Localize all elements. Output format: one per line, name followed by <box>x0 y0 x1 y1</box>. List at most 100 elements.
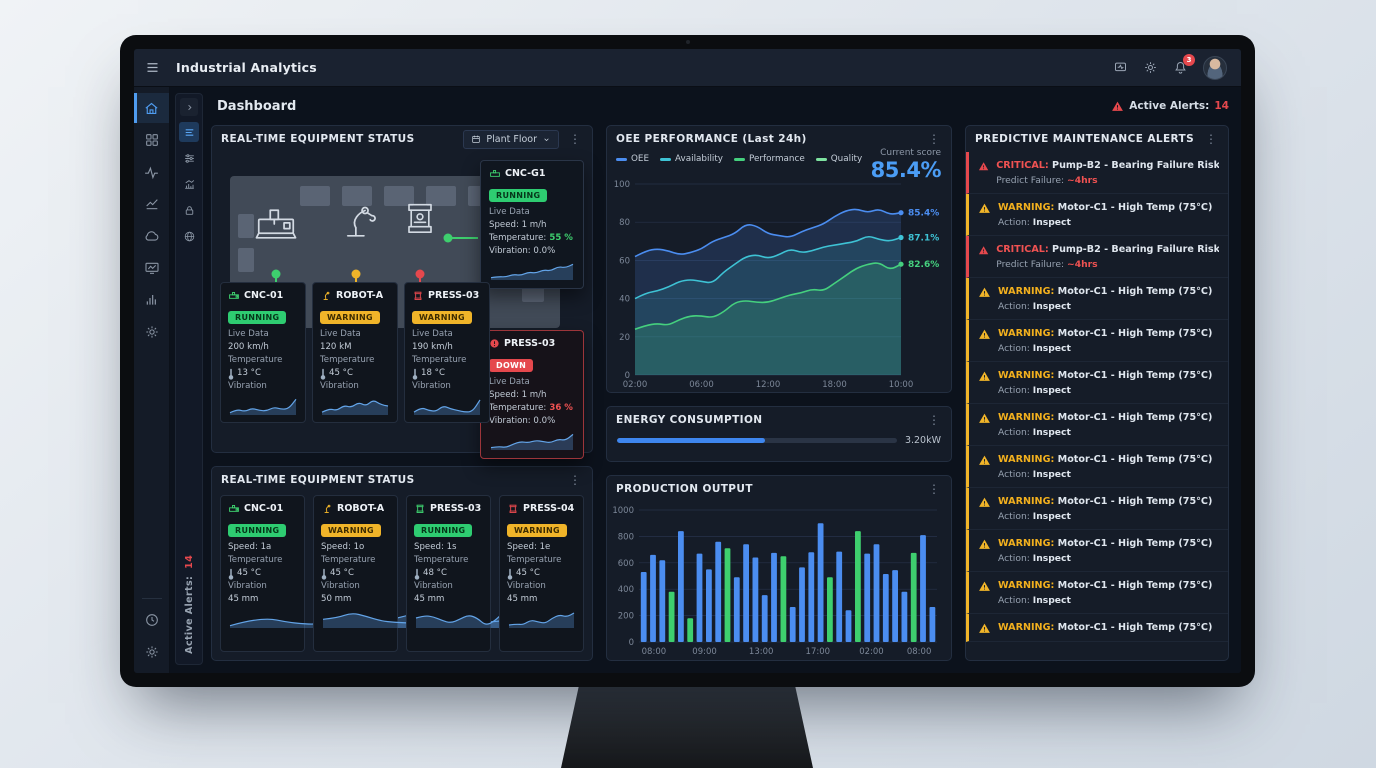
sidebar-item-admin-gear[interactable] <box>134 637 169 667</box>
legend-swatch <box>734 157 745 161</box>
svg-text:18:00: 18:00 <box>822 380 847 390</box>
sidebar-item-history[interactable] <box>134 605 169 635</box>
temperature-value: 45 °C <box>228 567 297 580</box>
speed-value: Speed: 1e <box>507 542 551 552</box>
legend-swatch <box>616 157 627 161</box>
equipment-id: CNC-01 <box>228 503 297 514</box>
rail-item-factory-chart[interactable] <box>179 174 199 194</box>
warning-triangle-icon <box>979 329 990 339</box>
svg-text:800: 800 <box>618 532 634 542</box>
equipment-card-cnc-01[interactable]: CNC-01 RUNNING Speed: 1a Temperature 45 °C Vi… <box>220 495 575 652</box>
sidebar-item-apps[interactable] <box>134 125 169 155</box>
messages-icon[interactable] <box>1113 60 1128 75</box>
equipment-tooltip-card[interactable]: CNC-G1 RUNNING Live Data Speed: 1 m/h Te… <box>480 160 584 289</box>
svg-text:80: 80 <box>619 218 630 228</box>
cnc-machine-icon[interactable] <box>253 204 299 248</box>
vibration-label: Vibration <box>320 381 359 391</box>
sidebar-item-bar-stats[interactable] <box>134 285 169 315</box>
warning-triangle-icon <box>979 581 990 591</box>
panel-menu-kebab[interactable]: ⋮ <box>569 473 581 487</box>
energy-consumption-panel: ENERGY CONSUMPTION ⋮ 3.20kW <box>606 406 952 462</box>
panel-menu-kebab[interactable]: ⋮ <box>1205 132 1217 146</box>
alert-item[interactable]: WARNING: Motor-C1 - High Temp (75°C) Acti… <box>966 194 1228 236</box>
alert-message: WARNING: Motor-C1 - High Temp (75°C) <box>998 412 1213 423</box>
vibration-sparkline <box>507 609 576 629</box>
vibration-sparkline <box>412 396 482 416</box>
expand-chevron-right-icon[interactable] <box>180 98 198 116</box>
temperature-label: Temperature <box>412 355 467 365</box>
live-data-label: Live Data <box>412 329 453 339</box>
calendar-icon <box>472 135 481 143</box>
rail-item-tuning[interactable] <box>179 148 199 168</box>
svg-text:20: 20 <box>619 333 630 343</box>
equipment-card-cnc-01[interactable]: CNC-01 RUNNING Live Data 200 km/h Temperatur… <box>220 282 306 423</box>
sidebar-item-home[interactable] <box>134 93 169 123</box>
sidebar-item-activity[interactable] <box>134 157 169 187</box>
svg-text:60: 60 <box>619 256 630 266</box>
notifications-bell-icon[interactable]: 3 <box>1173 54 1195 75</box>
equipment-card-robot-a[interactable]: ROBOT-A WARNING Speed: 1o Temperature 45 °C V… <box>313 495 482 652</box>
rail-item-globe[interactable] <box>179 226 199 246</box>
panel-menu-kebab[interactable]: ⋮ <box>569 132 581 146</box>
panel-menu-kebab[interactable]: ⋮ <box>928 413 940 427</box>
alert-detail: Action: Inspect <box>998 511 1071 522</box>
legend-item[interactable]: Quality <box>815 154 862 164</box>
svg-text:85.4%: 85.4% <box>908 209 939 219</box>
alert-message: CRITICAL: Pump-B2 - Bearing Failure Risk… <box>996 160 1219 171</box>
panel-menu-kebab[interactable]: ⋮ <box>928 482 940 496</box>
equipment-card-robot-a[interactable]: ROBOT-A WARNING Live Data 120 kM Temperature… <box>312 282 398 423</box>
settings-gear-icon[interactable] <box>1143 60 1158 75</box>
alert-message: WARNING: Motor-C1 - High Temp (75°C) <box>998 580 1213 591</box>
legend-item[interactable]: Availability <box>660 154 723 164</box>
plant-floor-dropdown[interactable]: Plant Floor <box>463 129 559 149</box>
sidebar <box>134 87 170 673</box>
alert-item[interactable]: WARNING: Motor-C1 - High Temp (75°C) Acti… <box>966 446 1228 488</box>
alert-item[interactable]: WARNING: Motor-C1 - High Temp (75°C) <box>966 614 1228 642</box>
equipment-card-press-03[interactable]: PRESS-03 RUNNING Speed: 1s Temperature 48 °C… <box>406 495 513 652</box>
sidebar-item-settings[interactable] <box>134 317 169 347</box>
alert-item[interactable]: WARNING: Motor-C1 - High Temp (75°C) Acti… <box>966 488 1228 530</box>
robot-arm-icon[interactable] <box>334 202 380 246</box>
robot-icon <box>324 504 331 513</box>
alert-item[interactable]: CRITICAL: Pump-B2 - Bearing Failure Risk… <box>966 152 1228 194</box>
alert-item[interactable]: WARNING: Motor-C1 - High Temp (75°C) Acti… <box>966 320 1228 362</box>
rail-item-lock[interactable] <box>179 200 199 220</box>
alert-detail: Action: Inspect <box>998 469 1071 480</box>
speed-value: Speed: 1a <box>228 542 272 552</box>
sidebar-item-displays[interactable] <box>134 253 169 283</box>
speed-value: Speed: 1 m/h <box>489 220 547 230</box>
alert-item[interactable]: WARNING: Motor-C1 - High Temp (75°C) Acti… <box>966 404 1228 446</box>
vibration-sparkline <box>320 396 390 416</box>
chevron-down-icon <box>544 137 549 141</box>
alert-item[interactable]: WARNING: Motor-C1 - High Temp (75°C) Acti… <box>966 278 1228 320</box>
rail-item-list[interactable] <box>179 122 199 142</box>
svg-text:17:00: 17:00 <box>806 647 831 656</box>
equipment-card-press-03[interactable]: PRESS-03 WARNING Live Data 190 km/h Temperat… <box>404 282 490 423</box>
alert-item[interactable]: CRITICAL: Pump-B2 - Bearing Failure Risk… <box>966 236 1228 278</box>
alerts-list: CRITICAL: Pump-B2 - Bearing Failure Risk… <box>966 152 1228 660</box>
svg-text:10:00: 10:00 <box>889 380 914 390</box>
press-machine-icon[interactable] <box>398 200 442 242</box>
alert-item[interactable]: WARNING: Motor-C1 - High Temp (75°C) Acti… <box>966 530 1228 572</box>
oee-score-value: 85.4% <box>870 158 942 182</box>
sidebar-item-trends[interactable] <box>134 189 169 219</box>
legend-item[interactable]: OEE <box>616 154 649 164</box>
sidebar-item-cloud[interactable] <box>134 221 169 251</box>
equipment-cards-row: CNC-01 RUNNING Live Data 200 km/h Temperatur… <box>220 282 490 423</box>
legend-item[interactable]: Performance <box>734 154 805 164</box>
panel-menu-kebab[interactable]: ⋮ <box>928 132 940 146</box>
hamburger-menu-icon[interactable] <box>134 60 170 75</box>
alert-item[interactable]: WARNING: Motor-C1 - High Temp (75°C) Acti… <box>966 362 1228 404</box>
equipment-card-press-04[interactable]: PRESS-04 WARNING Speed: 1e Temperature 45 °C… <box>499 495 584 652</box>
speed-value: 120 kM <box>320 342 352 352</box>
warning-triangle-icon <box>979 623 990 633</box>
press-icon <box>509 504 517 513</box>
alert-item[interactable]: WARNING: Motor-C1 - High Temp (75°C) Acti… <box>966 572 1228 614</box>
equipment-status-panel-bottom: REAL-TIME EQUIPMENT STATUS ⋮ CNC-01 RUNNI… <box>211 466 593 661</box>
user-avatar[interactable] <box>1203 55 1227 80</box>
svg-text:12:00: 12:00 <box>756 380 781 390</box>
status-badge: RUNNING <box>414 524 473 537</box>
equipment-down-card[interactable]: PRESS-03 DOWN Live Data Speed: 1 m/h Tem… <box>480 330 584 459</box>
speed-value: Speed: 1s <box>414 542 457 552</box>
panel-title: PRODUCTION OUTPUT <box>616 483 753 495</box>
